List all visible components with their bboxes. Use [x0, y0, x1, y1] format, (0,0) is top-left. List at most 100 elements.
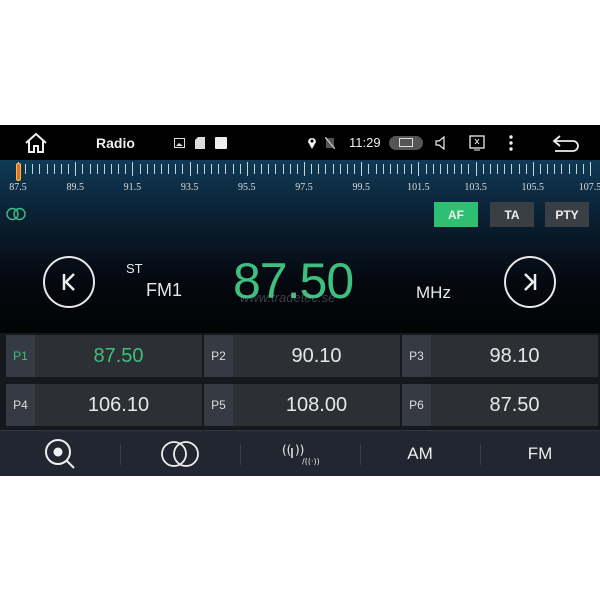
- app-title: Radio: [96, 134, 135, 151]
- close-screen-icon[interactable]: [468, 125, 486, 160]
- scale-tick: [396, 164, 398, 174]
- scale-tick: [389, 164, 391, 174]
- scale-tick: [82, 164, 84, 174]
- preset-button[interactable]: P2 90.10: [204, 335, 400, 377]
- scan-button[interactable]: [0, 431, 120, 477]
- notification-icon: [214, 125, 228, 160]
- clock: 11:29: [349, 135, 381, 150]
- scale-tick: [182, 164, 184, 174]
- af-button[interactable]: AF: [434, 202, 478, 227]
- preset-frequency: 108.00: [285, 393, 348, 416]
- scale-tick: [346, 164, 348, 174]
- scale-label: 105.5: [521, 182, 545, 193]
- watermark: www.tradetec.se: [240, 290, 336, 305]
- scale-label: 101.5: [407, 182, 430, 193]
- ta-button[interactable]: TA: [490, 202, 534, 227]
- scale-tick: [261, 164, 263, 174]
- scale-tick: [525, 164, 527, 174]
- scale-tick: [339, 164, 341, 174]
- scale-tick: [232, 164, 234, 174]
- volume-icon[interactable]: [434, 125, 448, 160]
- home-icon[interactable]: [20, 125, 52, 160]
- scale-label: 103.5: [464, 182, 487, 193]
- tuning-needle[interactable]: [16, 163, 21, 181]
- back-icon[interactable]: [550, 125, 580, 160]
- scale-tick: [175, 164, 177, 174]
- scale-tick: [504, 164, 506, 174]
- svg-text:((: ((: [282, 443, 291, 457]
- scan-icon: [45, 439, 75, 469]
- preset-frequency: 106.10: [87, 393, 150, 416]
- svg-text:)): )): [295, 443, 304, 457]
- scale-tick: [239, 164, 241, 174]
- scale-tick: [32, 164, 34, 174]
- status-bar: Radio 11:29: [0, 125, 600, 160]
- seek-prev-button[interactable]: [43, 256, 95, 308]
- scale-tick: [289, 164, 291, 174]
- scale-tick: [411, 164, 413, 174]
- preset-button[interactable]: P5 108.00: [204, 384, 400, 426]
- preset-frequency: 90.10: [291, 344, 342, 367]
- scale-tick: [539, 164, 541, 174]
- scale-tick: [489, 164, 491, 174]
- radio-app: Radio 11:29 87.5 89.5 91.5 93.5 95.5 97.5 99.5…: [0, 125, 600, 476]
- more-icon[interactable]: [506, 125, 516, 160]
- scale-tick: [125, 164, 127, 174]
- scale-tick: [96, 164, 98, 174]
- scale-tick: [318, 164, 320, 174]
- scale-tick: [561, 164, 563, 174]
- scale-tick: [68, 164, 70, 174]
- stereo-indicator: ST: [126, 261, 143, 276]
- scale-tick: [518, 164, 520, 174]
- scale-tick: [53, 164, 55, 174]
- scale-tick: [425, 164, 427, 174]
- seek-next-button[interactable]: [504, 256, 556, 308]
- local-distance-button[interactable]: (())/((·)): [240, 431, 360, 477]
- scale-tick: [375, 164, 377, 174]
- bottom-toolbar: (())/((·)) AM FM: [0, 430, 600, 476]
- scale-tick: [382, 164, 384, 174]
- preset-label: P6: [402, 384, 431, 426]
- preset-label: P1: [6, 335, 35, 377]
- scale-label: 87.5: [9, 182, 27, 193]
- stereo-toggle-button[interactable]: [120, 431, 240, 477]
- scale-tick: [475, 162, 477, 176]
- scale-tick: [89, 164, 91, 174]
- scale-tick: [110, 164, 112, 174]
- scale-tick: [354, 164, 356, 174]
- scale-tick: [418, 162, 420, 176]
- scale-tick: [468, 164, 470, 174]
- pty-button[interactable]: PTY: [545, 202, 589, 227]
- scale-tick: [118, 164, 120, 174]
- preset-label: P5: [204, 384, 233, 426]
- am-button[interactable]: AM: [407, 444, 433, 463]
- preset-label: P4: [6, 384, 35, 426]
- scale-label: 97.5: [295, 182, 313, 193]
- scale-tick: [311, 164, 313, 174]
- tuner-panel: 87.5 89.5 91.5 93.5 95.5 97.5 99.5 101.5 103.5 10…: [0, 160, 600, 333]
- scale-tick: [39, 164, 41, 174]
- scale-label: 99.5: [352, 182, 370, 193]
- scale-tick: [275, 164, 277, 174]
- camera-icon[interactable]: [389, 125, 423, 160]
- scale-tick: [282, 164, 284, 174]
- image-icon: [173, 125, 185, 160]
- preset-grid: P1 87.50 P2 90.10 P3 98.10 P4 106.10 P5 108.00 P6 8…: [0, 333, 600, 430]
- fm-button[interactable]: FM: [527, 444, 553, 463]
- preset-frequency: 98.10: [489, 344, 540, 367]
- seek-next-icon: [524, 273, 537, 291]
- scale-tick: [532, 162, 534, 176]
- preset-button[interactable]: P1 87.50: [6, 335, 202, 377]
- location-icon: [306, 125, 318, 160]
- scale-tick: [46, 164, 48, 174]
- preset-label: P3: [402, 335, 431, 377]
- preset-label: P2: [204, 335, 233, 377]
- preset-button[interactable]: P6 87.50: [402, 384, 598, 426]
- frequency-scale[interactable]: [0, 160, 600, 182]
- scale-label: 107.5: [578, 182, 600, 193]
- scale-tick: [439, 164, 441, 174]
- preset-button[interactable]: P4 106.10: [6, 384, 202, 426]
- scale-tick: [461, 164, 463, 174]
- scale-tick: [168, 164, 170, 174]
- preset-button[interactable]: P3 98.10: [402, 335, 598, 377]
